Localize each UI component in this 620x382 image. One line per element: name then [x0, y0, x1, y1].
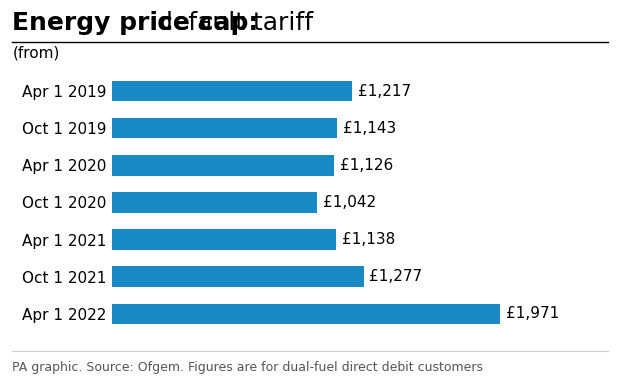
Bar [112, 81, 352, 101]
Text: £1,277: £1,277 [370, 269, 423, 284]
Text: £1,042: £1,042 [323, 195, 376, 210]
Bar [112, 267, 363, 287]
Text: PA graphic. Source: Ofgem. Figures are for dual-fuel direct debit customers: PA graphic. Source: Ofgem. Figures are f… [12, 361, 484, 374]
Text: default tariff: default tariff [149, 11, 314, 36]
Text: Energy price cap:: Energy price cap: [12, 11, 259, 36]
Bar [112, 229, 336, 250]
Text: (from): (from) [12, 46, 60, 61]
Text: £1,971: £1,971 [507, 306, 560, 321]
Bar [112, 155, 334, 176]
Text: £1,126: £1,126 [340, 158, 393, 173]
Text: £1,217: £1,217 [358, 84, 410, 99]
Text: £1,138: £1,138 [342, 232, 396, 247]
Text: £1,143: £1,143 [343, 121, 396, 136]
Bar [112, 118, 337, 138]
Bar [112, 192, 317, 213]
Bar [112, 304, 500, 324]
